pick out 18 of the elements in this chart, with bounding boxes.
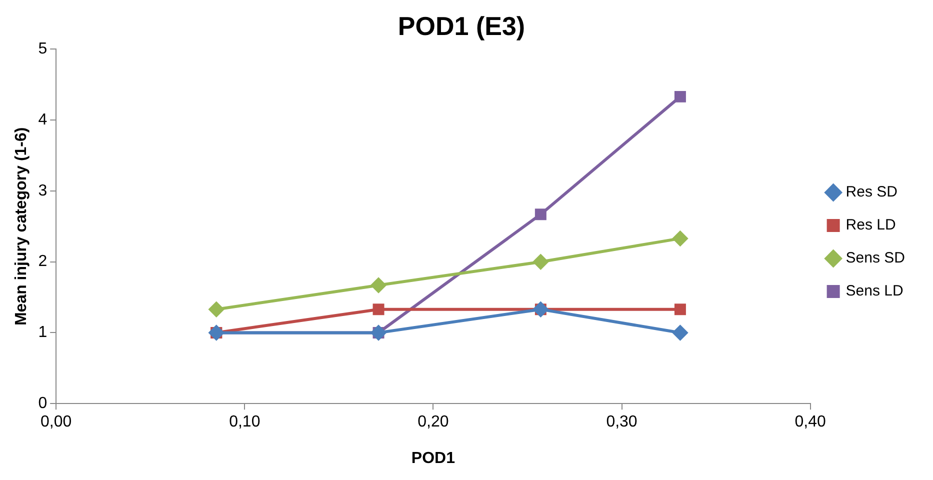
y-tick-label: 3 xyxy=(38,182,48,200)
y-tick-label: 0 xyxy=(38,395,48,412)
x-tick-label: 0,40 xyxy=(794,414,826,431)
x-tick-label: 0,00 xyxy=(40,414,72,431)
y-tick-label: 4 xyxy=(38,111,48,128)
x-tick-label: 0,30 xyxy=(606,414,638,431)
y-tick-label: 2 xyxy=(38,253,48,270)
y-tick-label: 1 xyxy=(38,324,48,342)
legend-label: Res LD xyxy=(846,216,896,234)
chart-title: POD1 (E3) xyxy=(398,10,526,41)
y-axis-title: Mean injury category (1-6) xyxy=(13,127,30,326)
legend-label: Sens LD xyxy=(846,282,904,300)
legend-label: Sens SD xyxy=(846,250,906,267)
x-axis-title: POD1 xyxy=(411,450,456,467)
legend-label: Res SD xyxy=(846,184,898,201)
x-tick-label: 0,10 xyxy=(229,414,260,431)
y-tick-label: 5 xyxy=(38,40,48,58)
x-tick-label: 0,20 xyxy=(418,414,449,431)
